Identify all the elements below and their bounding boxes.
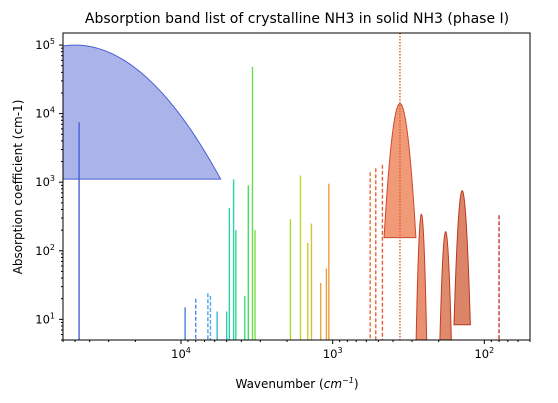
chart-title: Absorption band list of crystalline NH3 … xyxy=(85,11,509,27)
x-axis-label: Wavenumber (cm−1) xyxy=(235,376,358,391)
axes: 104 103 102 101 102 103 104 105 xyxy=(35,32,531,361)
band-27 xyxy=(415,213,428,340)
y-tick-label-3: 104 xyxy=(35,106,55,121)
y-tick-label-0: 101 xyxy=(35,311,55,326)
plot-area xyxy=(63,33,500,340)
band-29 xyxy=(453,190,471,326)
y-tick-label-2: 103 xyxy=(35,174,55,189)
x-tick-label-0: 104 xyxy=(171,346,191,361)
y-tick-label-1: 102 xyxy=(35,243,55,258)
y-tick-label-4: 105 xyxy=(35,37,55,52)
x-tick-label-2: 102 xyxy=(474,346,494,361)
x-tick-label-1: 103 xyxy=(323,346,343,361)
band-0 xyxy=(63,44,222,180)
band-28 xyxy=(439,231,452,340)
plot-frame xyxy=(62,32,531,341)
y-axis-label: Absorption coefficient (cm-1) xyxy=(11,100,25,275)
band-25 xyxy=(383,103,417,239)
